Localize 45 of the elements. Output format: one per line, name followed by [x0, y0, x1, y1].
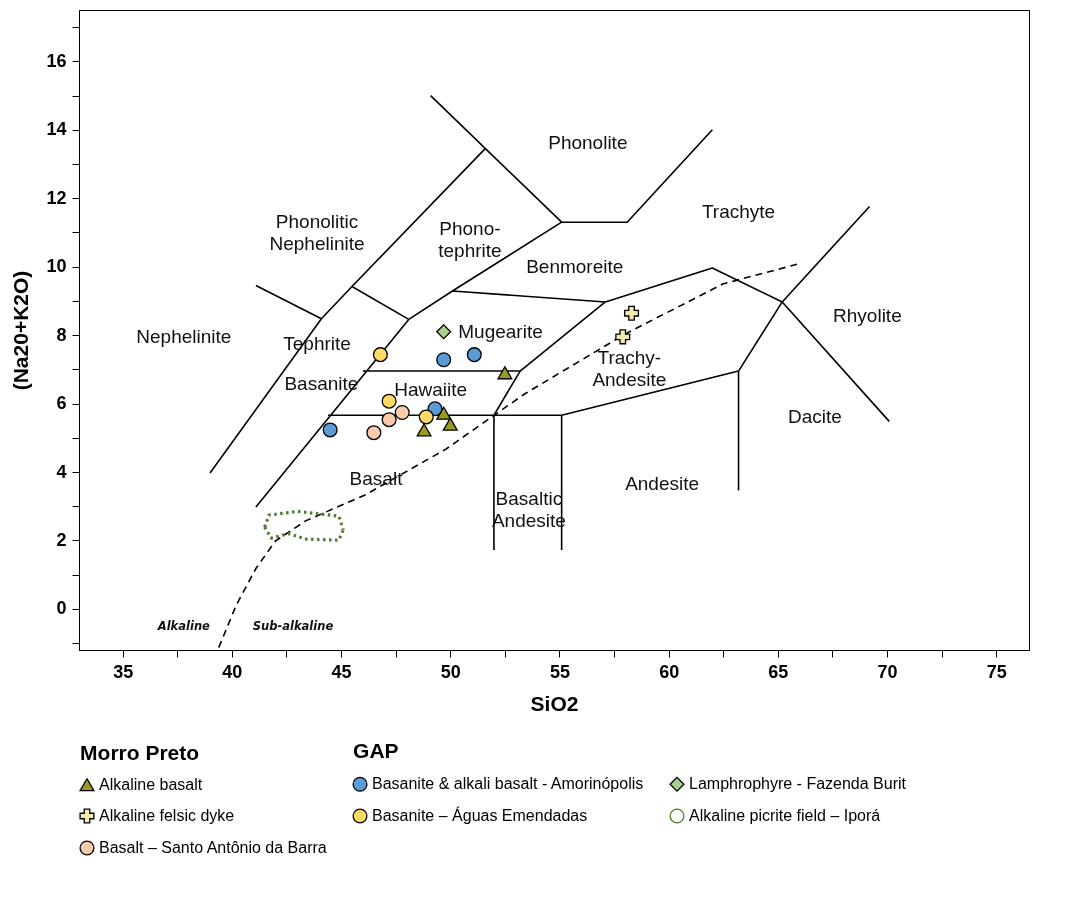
annotation: Andesite	[625, 473, 700, 495]
annotation: Trachy- Andesite	[592, 347, 667, 391]
annotation: Rhyolite	[833, 304, 902, 326]
annotation: Basalt	[349, 467, 404, 489]
legend-label: Alkaline felsic dyke	[99, 807, 235, 824]
legend-label: Basalt – Santo Antônio da Barra	[99, 839, 327, 856]
annotation: Trachyte	[701, 200, 776, 222]
y-tick-label: 2	[56, 529, 67, 550]
annotation: Dacite	[788, 406, 842, 428]
annotation: Mugearite	[458, 320, 543, 342]
annotation: Benmoreite	[526, 255, 624, 277]
x-tick-label: 40	[222, 661, 243, 682]
annotation: Basanite	[284, 372, 359, 394]
x-axis-title: SiO2	[530, 691, 579, 715]
y-tick-label: 8	[56, 324, 67, 345]
text: Morro Preto	[80, 740, 200, 765]
legend-label: Basanite & alkali basalt - Amorinópolis	[372, 775, 644, 793]
y-tick-label: 16	[46, 50, 67, 71]
x-tick-label: 75	[986, 661, 1007, 682]
annotation: Sub-alkaline	[252, 619, 334, 634]
legend-label: Lamphrophyre - Fazenda Burit	[689, 775, 907, 793]
x-tick-label: 55	[549, 661, 570, 682]
annotation: Nephelinite	[136, 325, 232, 347]
x-tick-label: 50	[440, 661, 461, 682]
y-axis-title: (Na20+K2O)	[9, 270, 33, 391]
annotation: Alkaline	[156, 619, 211, 634]
y-tick-label: 12	[46, 187, 67, 208]
y-tick-label: 14	[46, 119, 67, 140]
x-tick-label: 45	[331, 661, 352, 682]
legend-label: Basanite – Águas Emendadas	[372, 806, 588, 824]
x-tick-label: 65	[768, 661, 789, 682]
y-tick-label: 10	[46, 256, 67, 277]
legend-label: Alkaline picrite field – Iporá	[689, 807, 881, 824]
x-tick-label: 70	[877, 661, 898, 682]
y-tick-label: 0	[56, 598, 67, 619]
annotation: Phonolite	[548, 132, 628, 154]
annotation: Phonolitic Nephelinite	[269, 211, 365, 255]
annotation: Phono- tephrite	[438, 218, 502, 262]
annotation: Hawaiite	[394, 379, 468, 401]
legend-label: Alkaline basalt	[99, 775, 203, 793]
y-tick-label: 6	[56, 393, 67, 414]
text: GAP	[353, 739, 399, 764]
x-tick-label: 35	[113, 661, 134, 682]
y-tick-label: 4	[56, 461, 67, 482]
x-tick-label: 60	[659, 661, 680, 682]
